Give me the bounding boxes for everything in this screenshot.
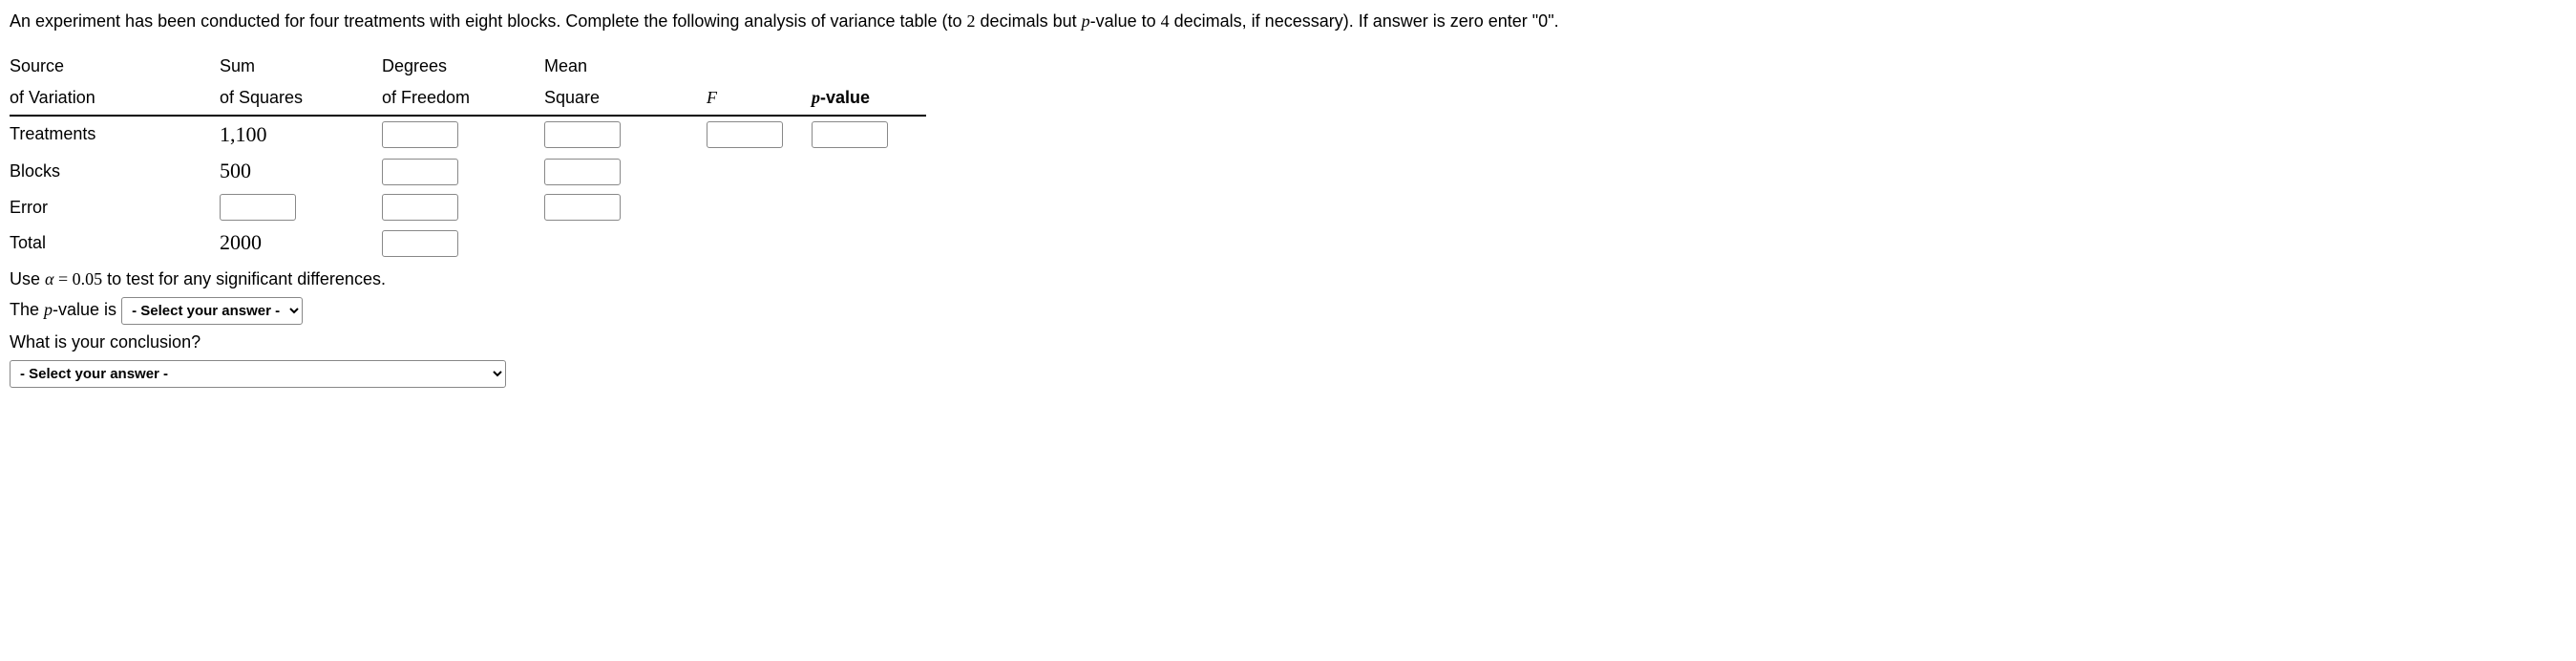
- header-ss-l2: of Squares: [220, 82, 382, 115]
- total-ss: 2000: [220, 230, 262, 254]
- problem-text: decimals, if necessary). If answer is ze…: [1170, 11, 1559, 31]
- blocks-ss: 500: [220, 159, 251, 182]
- use-post: to test for any significant differences.: [102, 269, 386, 288]
- p-symbol: p: [812, 88, 820, 107]
- error-ms-input[interactable]: [544, 194, 621, 221]
- header-df-l1: Degrees: [382, 51, 544, 82]
- p-suffix: -value: [820, 88, 870, 107]
- f-symbol: F: [707, 88, 717, 107]
- p-var: p: [1082, 11, 1090, 31]
- header-pvalue: p-value: [812, 82, 926, 115]
- anova-table: Source Sum Degrees Mean of Variation of …: [10, 51, 926, 262]
- alpha-instruction: Use α = 0.05 to test for any significant…: [10, 267, 2566, 291]
- pvalue-select[interactable]: - Select your answer -: [121, 297, 303, 325]
- blocks-ms-input[interactable]: [544, 159, 621, 185]
- problem-text: -value to: [1090, 11, 1161, 31]
- eq: =: [53, 269, 72, 288]
- pvalue-post: -value is: [53, 300, 116, 319]
- treatments-ms-input[interactable]: [544, 121, 621, 148]
- decimals-1: 2: [967, 11, 976, 31]
- table-row-total: Total 2000: [10, 224, 926, 262]
- header-ss-l1: Sum: [220, 51, 382, 82]
- error-ss-input[interactable]: [220, 194, 296, 221]
- header-source-l1: Source: [10, 51, 220, 82]
- problem-text: decimals but: [976, 11, 1082, 31]
- blocks-df-input[interactable]: [382, 159, 458, 185]
- header-source-l2: of Variation: [10, 82, 220, 115]
- treatments-p-input[interactable]: [812, 121, 888, 148]
- conclusion-question: What is your conclusion?: [10, 330, 2566, 354]
- row-label: Error: [10, 190, 220, 224]
- error-df-input[interactable]: [382, 194, 458, 221]
- header-f: F: [707, 82, 812, 115]
- row-label: Treatments: [10, 116, 220, 154]
- header-p-blank: [812, 51, 926, 82]
- p-var: p: [44, 300, 53, 319]
- pvalue-question: The p-value is - Select your answer -: [10, 297, 2566, 325]
- header-df-l2: of Freedom: [382, 82, 544, 115]
- decimals-2: 4: [1161, 11, 1170, 31]
- header-f-blank: [707, 51, 812, 82]
- alpha-value: 0.05: [73, 269, 103, 288]
- table-row-error: Error: [10, 190, 926, 224]
- pvalue-pre: The: [10, 300, 44, 319]
- treatments-f-input[interactable]: [707, 121, 783, 148]
- use-pre: Use: [10, 269, 45, 288]
- table-row-blocks: Blocks 500: [10, 153, 926, 190]
- treatments-df-input[interactable]: [382, 121, 458, 148]
- problem-text: An experiment has been conducted for fou…: [10, 11, 967, 31]
- row-label: Total: [10, 224, 220, 262]
- table-row-treatments: Treatments 1,100: [10, 116, 926, 154]
- conclusion-select[interactable]: - Select your answer -: [10, 360, 506, 388]
- problem-statement: An experiment has been conducted for fou…: [10, 10, 2566, 33]
- row-label: Blocks: [10, 153, 220, 190]
- header-ms-l1: Mean: [544, 51, 707, 82]
- header-ms-l2: Square: [544, 82, 707, 115]
- total-df-input[interactable]: [382, 230, 458, 257]
- treatments-ss: 1,100: [220, 122, 267, 146]
